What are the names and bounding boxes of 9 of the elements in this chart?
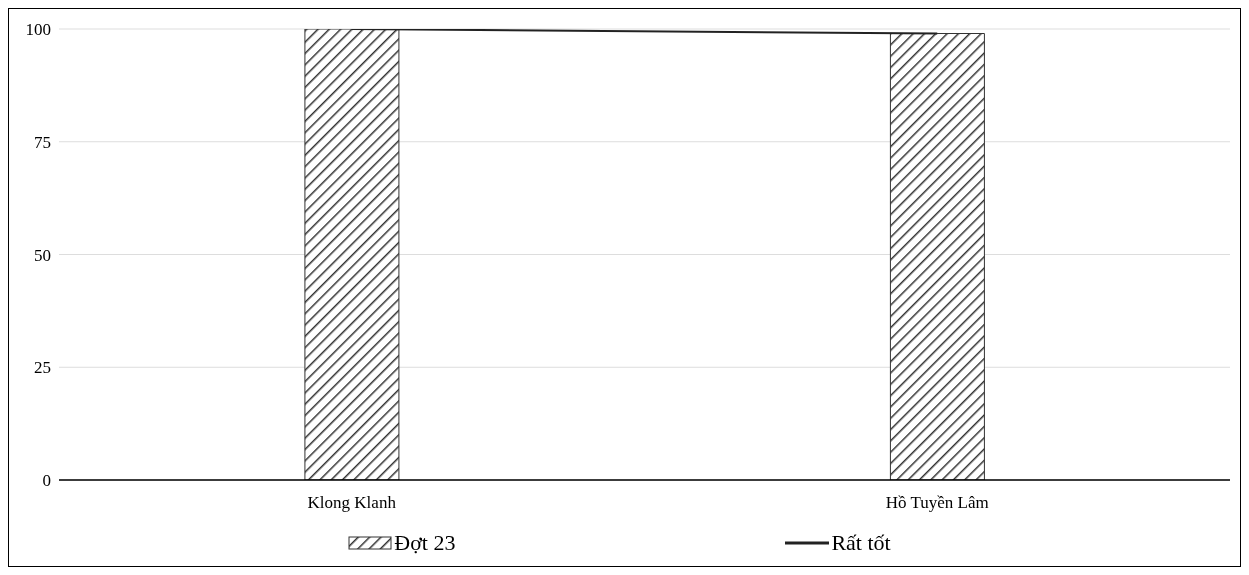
legend-label: Đợt 23	[393, 530, 456, 556]
x-tick-label: Hồ Tuyền Lâm	[885, 493, 989, 513]
y-tick-label: 50	[34, 245, 51, 265]
y-tick-label: 0	[42, 471, 51, 491]
x-tick-label: Klong Klanh	[307, 493, 397, 513]
y-tick-label: 75	[34, 132, 51, 152]
legend-label: Rất tốt	[830, 530, 891, 556]
y-tick-label: 25	[34, 358, 51, 378]
y-tick-label: 100	[25, 20, 51, 40]
